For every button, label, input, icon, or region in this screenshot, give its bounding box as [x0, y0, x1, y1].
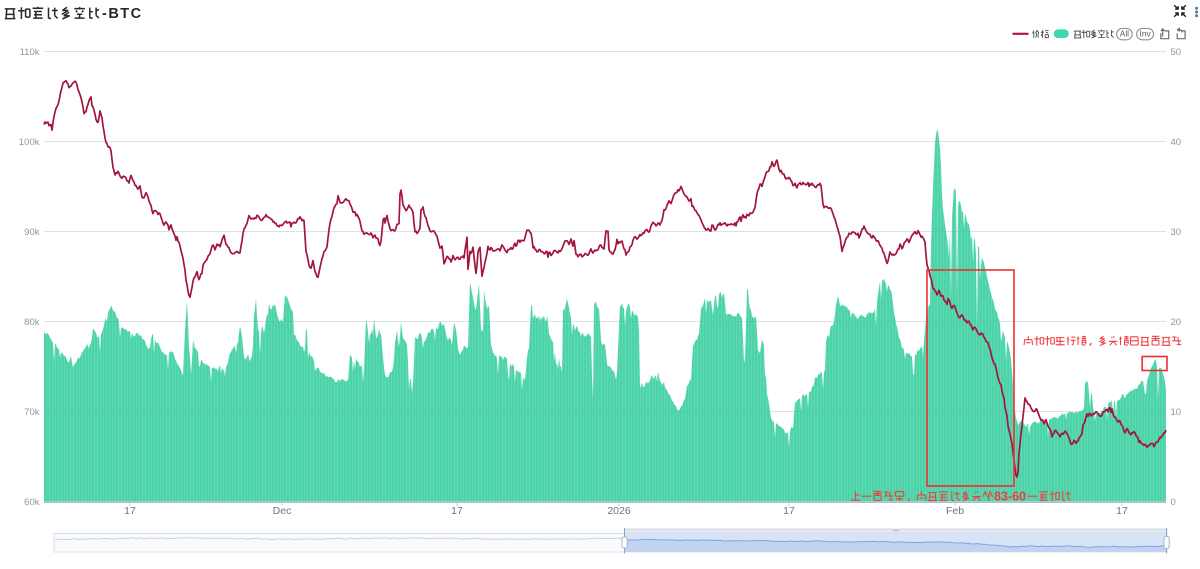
- svg-text:80k: 80k: [24, 317, 40, 328]
- svg-text:20: 20: [1171, 317, 1182, 328]
- svg-text:0: 0: [1171, 497, 1176, 508]
- svg-text:Inv: Inv: [1140, 29, 1152, 39]
- svg-text:50: 50: [1171, 47, 1182, 58]
- svg-text:30: 30: [1171, 227, 1182, 238]
- svg-text:100k: 100k: [19, 137, 40, 148]
- svg-text:17: 17: [124, 505, 136, 517]
- svg-text:Feb: Feb: [946, 505, 964, 517]
- svg-text:All: All: [1120, 29, 1129, 39]
- svg-text:90k: 90k: [24, 227, 40, 238]
- svg-text:110k: 110k: [20, 47, 40, 58]
- svg-text:Dec: Dec: [273, 505, 292, 517]
- svg-text:-BTC: -BTC: [102, 6, 143, 22]
- svg-text:17: 17: [1116, 505, 1128, 517]
- svg-text:83-60: 83-60: [994, 490, 1026, 504]
- svg-text:2026: 2026: [607, 505, 631, 517]
- svg-text:60k: 60k: [24, 497, 40, 508]
- svg-text:17: 17: [783, 505, 795, 517]
- svg-text:10: 10: [1171, 407, 1182, 418]
- svg-text:70k: 70k: [24, 407, 40, 418]
- svg-text:40: 40: [1171, 137, 1182, 148]
- svg-text:17: 17: [451, 505, 463, 517]
